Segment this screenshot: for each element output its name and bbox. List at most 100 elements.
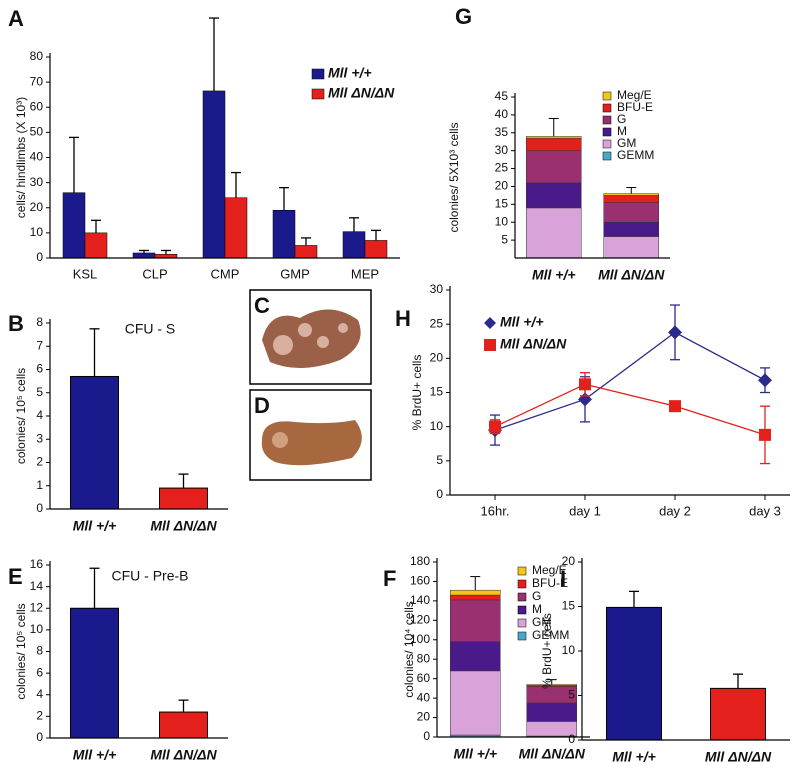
y-tick-label: 1 [36, 478, 43, 492]
legend-label: G [617, 112, 626, 126]
legend-swatch [602, 115, 612, 125]
bar-segment [603, 193, 659, 196]
panel-letter: E [8, 564, 23, 589]
y-tick-label: 45 [495, 89, 509, 103]
legend-label: GM [617, 136, 636, 150]
y-tick-label: 2 [36, 455, 43, 469]
chart-title: CFU - S [125, 321, 176, 337]
legend-label: M [617, 124, 627, 138]
x-tick-label: Mll +/+ [73, 747, 117, 763]
photo-c: C [249, 289, 372, 385]
x-tick-label: KSL [73, 266, 98, 281]
panel-letter: B [8, 311, 24, 336]
chart-title: CFU - Pre-B [112, 568, 189, 584]
panel-letter: F [383, 566, 396, 591]
x-tick-label: Mll ΔN/ΔN [705, 749, 772, 765]
bar [159, 487, 208, 510]
y-axis-label: cells/ hindlimbs (X 10³) [14, 97, 28, 218]
legend-swatch [484, 317, 496, 329]
y-tick-label: 0 [36, 250, 43, 264]
y-tick-label: 14 [30, 579, 44, 593]
legend-label: Mll +/+ [500, 314, 544, 330]
y-tick-label: 30 [30, 175, 44, 189]
y-tick-label: 8 [36, 315, 43, 329]
bar [132, 252, 156, 259]
panel-letter: I [560, 566, 566, 591]
bar-segment [603, 236, 659, 259]
bar-segment [450, 670, 501, 736]
y-tick-label: 40 [495, 107, 509, 121]
y-tick-label: 0 [568, 732, 575, 746]
panel-letter: H [395, 306, 411, 331]
y-tick-label: 4 [36, 687, 43, 701]
legend-swatch [602, 127, 612, 137]
y-tick-label: 12 [30, 600, 44, 614]
y-axis-label: colonies/ 10⁵ cells [14, 603, 28, 699]
y-tick-label: 15 [430, 385, 444, 399]
y-tick-label: 20 [30, 200, 44, 214]
marker [579, 378, 591, 391]
y-tick-label: 3 [36, 431, 43, 445]
legend-swatch [517, 618, 527, 628]
y-tick-label: 40 [417, 690, 431, 704]
y-tick-label: 6 [36, 665, 43, 679]
y-tick-label: 0 [36, 501, 43, 515]
y-tick-label: 80 [417, 651, 431, 665]
x-tick-label: day 3 [749, 503, 781, 518]
y-tick-label: 60 [417, 671, 431, 685]
panel-letter: D [254, 393, 270, 418]
y-tick-label: 180 [410, 554, 430, 568]
marker [668, 325, 682, 340]
x-tick-label: 16hr. [481, 503, 510, 518]
legend-swatch [517, 566, 527, 576]
x-tick-label: Mll ΔN/ΔN [150, 518, 217, 534]
y-tick-label: 25 [430, 316, 444, 330]
x-tick-label: Mll +/+ [612, 749, 656, 765]
y-tick-label: 20 [417, 710, 431, 724]
bar-segment [526, 136, 582, 139]
y-tick-label: 160 [410, 574, 430, 588]
marker [669, 400, 681, 413]
x-tick-label: Mll ΔN/ΔN [150, 747, 217, 763]
legend-swatch [602, 103, 612, 113]
bar [272, 210, 296, 259]
legend-label: Meg/E [617, 88, 652, 102]
x-tick-label: Mll ΔN/ΔN [598, 267, 665, 283]
y-axis-label: % BrdU+ cells [410, 355, 424, 431]
y-tick-label: 50 [30, 125, 44, 139]
x-tick-label: day 1 [569, 503, 601, 518]
y-tick-label: 0 [423, 729, 430, 743]
marker [489, 420, 501, 433]
bar-segment [526, 207, 582, 259]
legend-swatch [517, 579, 527, 589]
legend-swatch [311, 88, 325, 100]
y-tick-label: 35 [495, 125, 509, 139]
bar [62, 192, 86, 259]
legend-swatch [602, 151, 612, 161]
x-tick-label: Mll +/+ [73, 518, 117, 534]
y-tick-label: 10 [30, 225, 44, 239]
y-tick-label: 10 [30, 622, 44, 636]
x-tick-label: Mll +/+ [532, 267, 576, 283]
legend-label: Meg/E [532, 563, 567, 577]
bar [224, 197, 248, 259]
legend-label: Mll +/+ [328, 65, 372, 81]
bar [70, 607, 119, 739]
y-tick-label: 5 [436, 453, 443, 467]
legend-swatch [602, 91, 612, 101]
bar [294, 245, 318, 259]
y-tick-label: 60 [30, 99, 44, 113]
x-tick-label: GMP [280, 266, 310, 281]
bar [342, 231, 366, 259]
photo-d: D [249, 389, 372, 481]
panel-letter: A [8, 6, 24, 31]
y-tick-label: 10 [495, 214, 509, 228]
bar-segment [450, 641, 501, 672]
y-tick-label: 8 [36, 644, 43, 658]
y-tick-label: 10 [430, 419, 444, 433]
y-tick-label: 5 [501, 232, 508, 246]
